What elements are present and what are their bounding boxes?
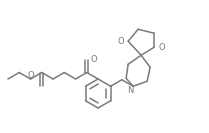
- Text: O: O: [158, 43, 165, 52]
- Text: N: N: [127, 86, 133, 95]
- Text: O: O: [91, 55, 97, 64]
- Text: O: O: [117, 37, 124, 46]
- Text: O: O: [27, 70, 34, 80]
